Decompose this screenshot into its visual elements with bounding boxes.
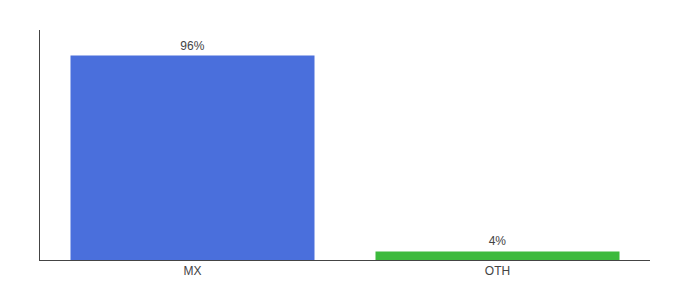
- svg-text:MX: MX: [184, 264, 202, 278]
- svg-text:96%: 96%: [180, 39, 204, 53]
- svg-text:4%: 4%: [489, 234, 507, 248]
- svg-text:OTH: OTH: [485, 264, 510, 278]
